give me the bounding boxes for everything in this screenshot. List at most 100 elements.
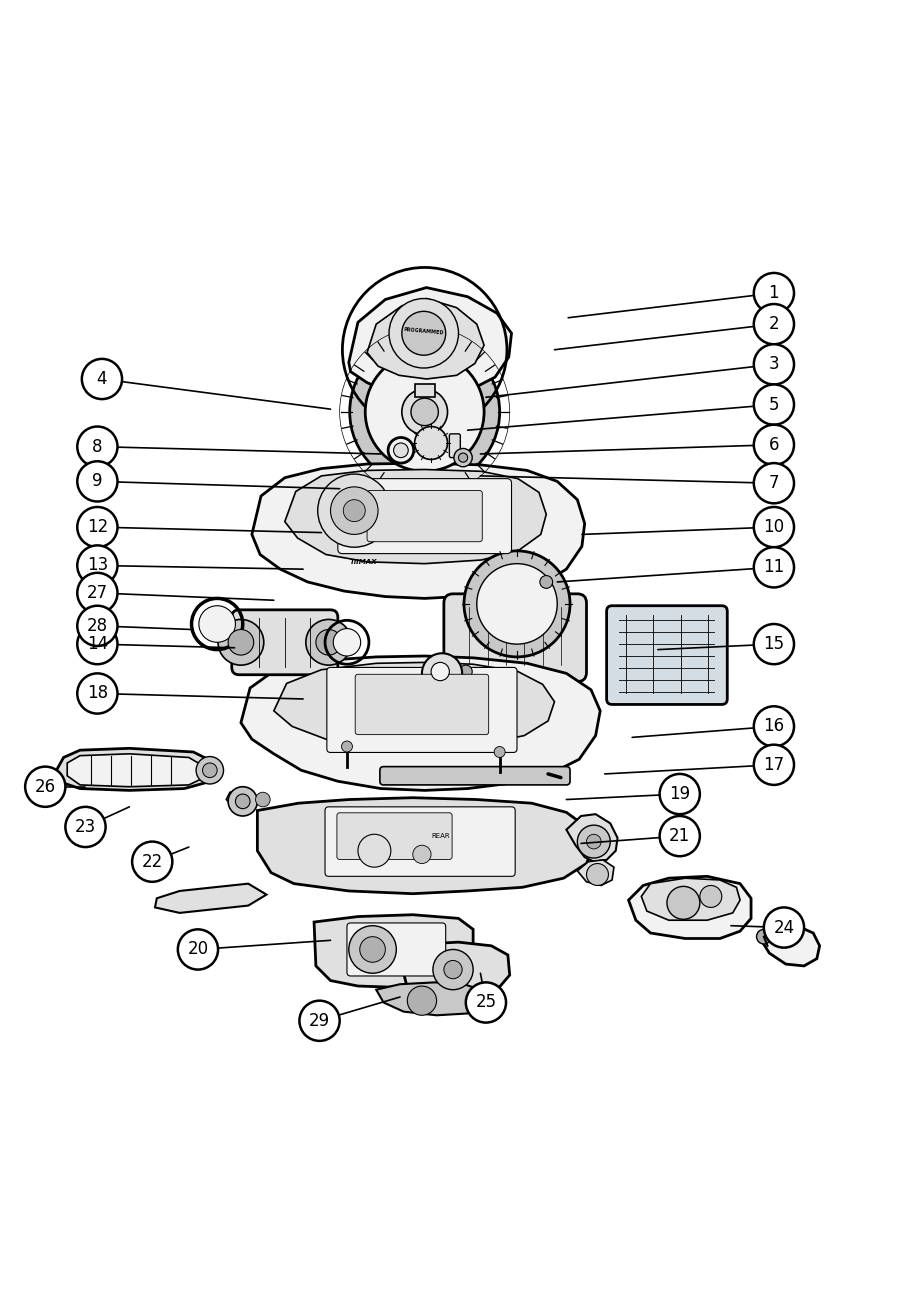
Circle shape (540, 576, 553, 588)
Circle shape (754, 706, 794, 747)
Circle shape (348, 926, 396, 974)
Polygon shape (628, 876, 751, 938)
Text: 17: 17 (763, 756, 784, 774)
Circle shape (77, 546, 117, 585)
Circle shape (578, 825, 610, 858)
Polygon shape (414, 384, 435, 398)
Circle shape (587, 834, 602, 849)
FancyBboxPatch shape (449, 434, 460, 458)
Circle shape (65, 807, 105, 848)
Circle shape (358, 834, 391, 867)
Circle shape (256, 792, 271, 807)
Circle shape (477, 564, 558, 644)
Circle shape (411, 398, 438, 425)
Circle shape (754, 625, 794, 664)
Polygon shape (367, 299, 484, 379)
Circle shape (754, 384, 794, 425)
Circle shape (466, 983, 506, 1022)
FancyBboxPatch shape (325, 807, 515, 876)
Text: 9: 9 (92, 472, 103, 491)
Circle shape (196, 757, 224, 785)
Circle shape (413, 845, 431, 863)
FancyBboxPatch shape (607, 606, 727, 705)
Circle shape (667, 887, 700, 920)
Circle shape (444, 960, 462, 979)
Circle shape (659, 816, 700, 857)
Polygon shape (67, 754, 206, 787)
Circle shape (659, 774, 700, 815)
Circle shape (414, 426, 447, 459)
Circle shape (764, 908, 804, 947)
Polygon shape (241, 656, 601, 790)
Circle shape (199, 606, 236, 643)
Circle shape (77, 673, 117, 714)
Circle shape (300, 1001, 339, 1040)
Text: 19: 19 (669, 785, 691, 803)
Circle shape (458, 453, 468, 462)
Polygon shape (578, 859, 613, 886)
Polygon shape (376, 983, 482, 1015)
Polygon shape (252, 463, 585, 598)
Circle shape (77, 426, 117, 467)
Text: 13: 13 (87, 556, 108, 575)
Circle shape (407, 987, 436, 1015)
Text: 22: 22 (141, 853, 163, 871)
Circle shape (754, 425, 794, 464)
Circle shape (494, 747, 505, 757)
Circle shape (333, 628, 360, 656)
Circle shape (393, 443, 408, 458)
Text: 29: 29 (309, 1012, 330, 1030)
Circle shape (203, 764, 217, 778)
Circle shape (754, 273, 794, 314)
FancyBboxPatch shape (355, 674, 489, 735)
Circle shape (754, 547, 794, 588)
Text: 26: 26 (35, 778, 56, 796)
Circle shape (315, 630, 341, 655)
Polygon shape (274, 663, 555, 748)
FancyBboxPatch shape (337, 479, 512, 554)
Circle shape (77, 625, 117, 664)
Text: 11: 11 (763, 559, 785, 576)
Text: 10: 10 (763, 518, 784, 537)
FancyBboxPatch shape (326, 668, 517, 753)
Circle shape (700, 886, 722, 908)
Circle shape (389, 299, 458, 369)
FancyBboxPatch shape (444, 594, 587, 682)
Polygon shape (285, 470, 547, 564)
Circle shape (343, 500, 365, 522)
Circle shape (82, 359, 122, 399)
Circle shape (587, 863, 609, 886)
Text: TiIMAX: TiIMAX (349, 559, 377, 565)
Circle shape (754, 506, 794, 547)
FancyBboxPatch shape (232, 610, 337, 674)
Circle shape (306, 619, 351, 665)
Text: 15: 15 (763, 635, 784, 653)
Circle shape (77, 606, 117, 646)
Circle shape (77, 462, 117, 501)
Text: 23: 23 (75, 817, 96, 836)
Polygon shape (760, 926, 820, 966)
Text: 21: 21 (669, 827, 691, 845)
FancyBboxPatch shape (337, 813, 452, 859)
Polygon shape (314, 914, 473, 988)
Circle shape (25, 766, 65, 807)
Circle shape (341, 741, 352, 752)
Text: 28: 28 (87, 617, 108, 635)
Text: 25: 25 (475, 993, 496, 1012)
Circle shape (754, 463, 794, 504)
Circle shape (402, 311, 446, 356)
Text: 14: 14 (87, 635, 108, 653)
Polygon shape (226, 790, 256, 811)
Circle shape (459, 665, 472, 678)
Circle shape (433, 950, 473, 989)
Text: REAR: REAR (431, 833, 449, 840)
Circle shape (422, 653, 462, 694)
Circle shape (317, 474, 391, 547)
Circle shape (365, 353, 484, 471)
Circle shape (330, 487, 378, 534)
Text: 3: 3 (768, 356, 779, 374)
Text: 18: 18 (87, 685, 108, 702)
Circle shape (757, 929, 771, 943)
Polygon shape (641, 878, 740, 920)
Text: PROGRAMMED: PROGRAMMED (403, 327, 444, 336)
